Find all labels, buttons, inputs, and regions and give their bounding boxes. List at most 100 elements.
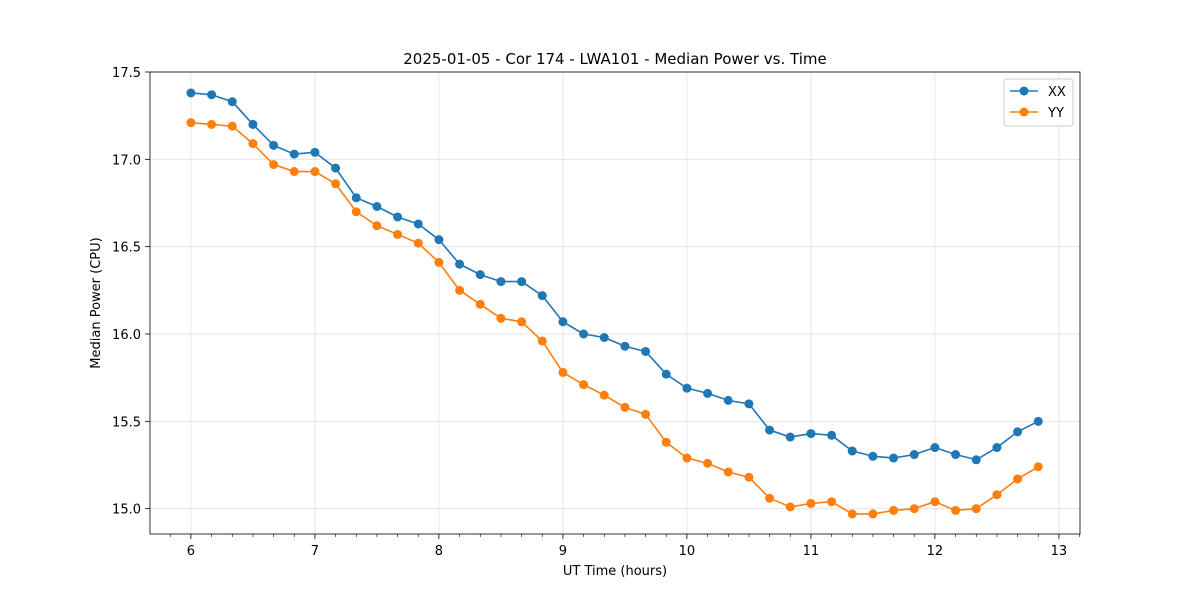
data-point-xx [682, 383, 692, 393]
data-point-xx [889, 453, 899, 463]
data-point-xx [289, 149, 299, 159]
y-tick-label: 15.5 [112, 415, 141, 430]
data-point-xx [703, 388, 713, 398]
data-point-xx [951, 450, 961, 460]
data-point-yy [599, 390, 609, 400]
data-point-xx [269, 140, 279, 150]
data-point-yy [558, 367, 568, 377]
data-point-yy [248, 139, 258, 149]
data-point-yy [496, 313, 506, 323]
data-point-xx [517, 277, 527, 287]
data-point-yy [909, 504, 919, 514]
data-point-yy [868, 509, 878, 519]
data-point-yy [579, 380, 589, 390]
data-point-yy [1013, 474, 1023, 484]
x-tick-label: 8 [435, 544, 443, 559]
data-point-yy [227, 121, 237, 131]
data-point-xx [413, 219, 423, 229]
data-point-yy [475, 299, 485, 309]
data-point-xx [186, 88, 196, 98]
data-point-yy [434, 257, 444, 267]
data-point-xx [455, 259, 465, 269]
data-point-yy [723, 467, 733, 477]
y-tick-label: 15.0 [112, 503, 141, 518]
x-tick-label: 11 [803, 544, 820, 559]
data-point-yy [207, 119, 217, 129]
data-point-xx [310, 147, 320, 157]
x-tick-label: 9 [559, 544, 567, 559]
data-point-xx [579, 329, 589, 339]
data-point-xx [227, 97, 237, 107]
data-point-xx [785, 432, 795, 442]
data-point-yy [289, 167, 299, 177]
data-point-xx [723, 395, 733, 405]
legend: XX YY [1003, 78, 1074, 127]
data-point-yy [310, 167, 320, 177]
data-point-yy [971, 504, 981, 514]
y-axis-label: Median Power (CPU) [89, 237, 104, 368]
tick-layer: 6 7 8 9 10 11 12 13 15.0 15.5 16.0 16.5 17.0 17.5 [112, 66, 1080, 559]
series-layer [186, 88, 1043, 519]
plot-area [150, 72, 1080, 534]
data-point-yy [372, 221, 382, 231]
data-point-xx [537, 291, 547, 301]
x-axis-label: UT Time (hours) [563, 564, 667, 579]
data-point-yy [269, 160, 279, 170]
data-point-yy [951, 505, 961, 515]
data-point-yy [351, 207, 361, 217]
data-point-xx [351, 193, 361, 203]
data-point-yy [889, 505, 899, 515]
data-point-xx [207, 90, 217, 100]
data-point-xx [868, 451, 878, 461]
data-point-yy [620, 402, 630, 412]
x-tick-label: 6 [187, 544, 195, 559]
x-tick-label: 7 [311, 544, 319, 559]
data-point-yy [186, 118, 196, 128]
data-point-yy [537, 336, 547, 346]
legend-yy-label: YY [1047, 106, 1064, 121]
data-point-yy [765, 493, 775, 503]
data-point-yy [785, 502, 795, 512]
data-point-xx [1013, 427, 1023, 437]
data-point-yy [827, 497, 837, 507]
data-point-xx [827, 430, 837, 440]
data-point-yy [1033, 462, 1043, 472]
data-point-yy [517, 317, 527, 327]
data-point-yy [703, 458, 713, 468]
data-point-xx [248, 119, 258, 129]
data-point-yy [806, 498, 816, 508]
data-point-xx [620, 341, 630, 351]
data-point-xx [641, 346, 651, 356]
legend-yy-marker [1019, 107, 1029, 117]
data-point-xx [331, 163, 341, 173]
data-point-xx [599, 333, 609, 342]
data-point-yy [847, 509, 857, 519]
x-tick-label: 12 [927, 544, 944, 559]
chart-title: 2025-01-05 - Cor 174 - LWA101 - Median P… [403, 50, 827, 68]
data-point-yy [992, 490, 1002, 500]
data-point-yy [413, 238, 423, 248]
data-point-xx [765, 425, 775, 435]
legend-xx-marker [1019, 86, 1029, 96]
data-point-xx [434, 235, 444, 245]
x-tick-label: 13 [1051, 544, 1068, 559]
y-tick-label: 17.0 [112, 153, 141, 168]
y-tick-label: 16.5 [112, 241, 141, 256]
plot-frame [149, 71, 1081, 535]
data-point-yy [331, 179, 341, 189]
y-tick-label: 16.0 [112, 328, 141, 343]
data-point-xx [661, 369, 671, 379]
legend-xx-label: XX [1048, 85, 1066, 100]
data-point-xx [475, 270, 485, 280]
x-tick-label: 10 [679, 544, 696, 559]
data-point-xx [558, 317, 568, 327]
data-point-yy [744, 472, 754, 482]
data-point-yy [930, 497, 940, 507]
data-point-xx [806, 429, 816, 439]
data-point-xx [393, 212, 403, 222]
data-point-xx [992, 443, 1002, 453]
data-point-xx [372, 202, 382, 211]
data-point-xx [909, 450, 919, 460]
data-point-xx [496, 277, 506, 287]
